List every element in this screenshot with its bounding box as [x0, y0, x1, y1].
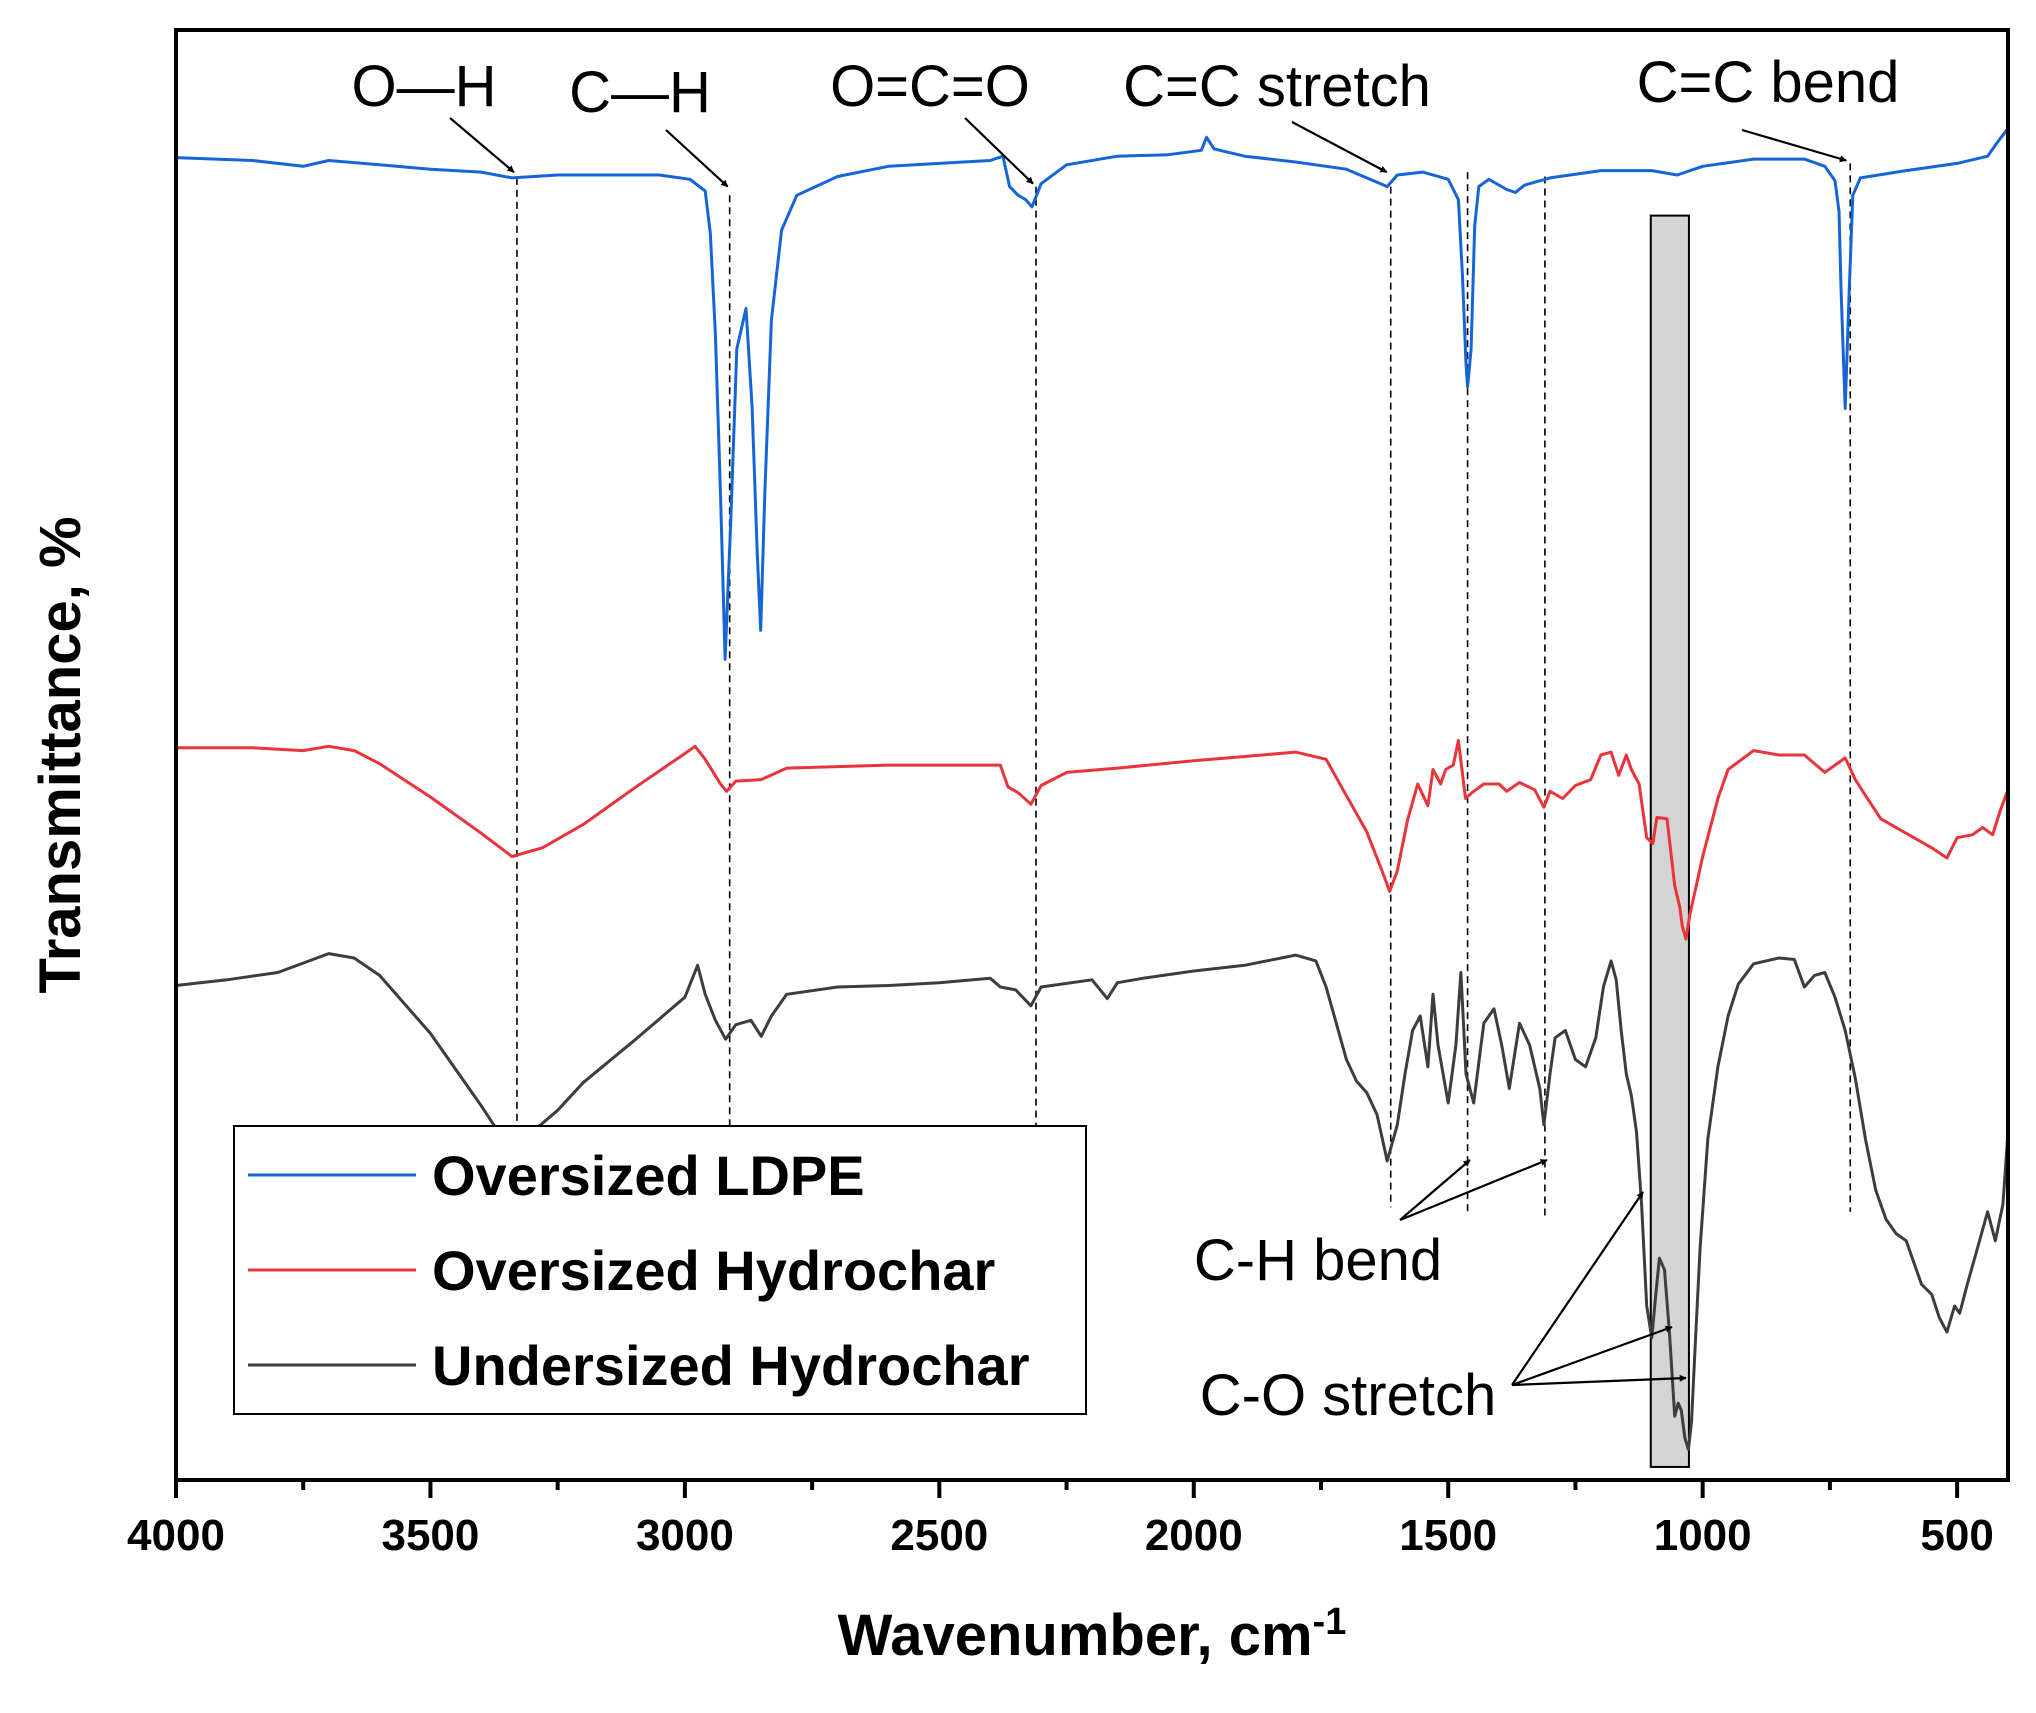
annotation-c-c-stretch: C=C stretch: [1123, 54, 1431, 119]
x-axis-title-superscript: -1: [1313, 1601, 1347, 1643]
series-line-oversized-ldpe: [175, 127, 2010, 661]
arrow-c-o-stretch-2: [1511, 1325, 1673, 1387]
arrow-c-h-bend-1: [1399, 1159, 1471, 1221]
arrow-o-c-o: [964, 117, 1034, 185]
x-axis-title-text: Wavenumber, cm: [838, 1603, 1313, 1668]
x-tick-label-1500: 1500: [1399, 1511, 1497, 1560]
x-tick-label-2000: 2000: [1145, 1511, 1243, 1560]
annotation-c-c-bend: C=C bend: [1637, 50, 1900, 115]
y-axis-title: Transmittance, %: [28, 516, 93, 993]
x-tick-label-500: 500: [1920, 1511, 1993, 1560]
x-axis-title: Wavenumber, cm-1: [838, 1601, 1347, 1668]
annotation-o-h: O—H: [352, 54, 497, 119]
legend-label-oversized-ldpe: Oversized LDPE: [432, 1144, 865, 1207]
annotation-o-c-o: O=C=O: [830, 54, 1030, 119]
plot-layer: [175, 127, 2010, 1468]
x-tick-label-1000: 1000: [1654, 1511, 1752, 1560]
x-tick-label-2500: 2500: [890, 1511, 988, 1560]
x-tick-label-3500: 3500: [381, 1511, 479, 1560]
arrow-c-o-stretch-3: [1511, 1374, 1687, 1387]
arrow-o-h: [449, 117, 515, 173]
legend-label-undersized-hydrochar: Undersized Hydrochar: [432, 1334, 1030, 1397]
annotation-layer: O—H C—H O=C=O C=C stretch C=C bend C-H bend C-…: [352, 50, 1900, 1428]
arrow-c-o-stretch-1: [1511, 1191, 1644, 1386]
x-tick-label-4000: 4000: [127, 1511, 225, 1560]
arrow-c-c-stretch: [1291, 121, 1388, 174]
annotation-c-h-bend: C-H bend: [1194, 1228, 1442, 1293]
legend: Oversized LDPE Oversized Hydrochar Undersi…: [233, 1125, 1087, 1415]
annotation-c-o-stretch: C-O stretch: [1200, 1363, 1497, 1428]
x-tick-label-3000: 3000: [636, 1511, 734, 1560]
arrow-c-h: [665, 129, 729, 188]
plot-frame: [174, 28, 2010, 1482]
annotation-c-h: C—H: [569, 60, 711, 125]
arrow-c-c-bend: [1741, 128, 1847, 163]
series-line-oversized-hydrochar: [176, 739, 2010, 941]
arrow-c-h-bend-2: [1399, 1158, 1548, 1222]
legend-label-oversized-hydrochar: Oversized Hydrochar: [432, 1239, 995, 1302]
axis-layer: 4000 3500 3000 2500 2000 1500 1000 500 Wavenumbe…: [28, 28, 2010, 1668]
series-line-undersized-hydrochar: [175, 952, 2010, 1451]
